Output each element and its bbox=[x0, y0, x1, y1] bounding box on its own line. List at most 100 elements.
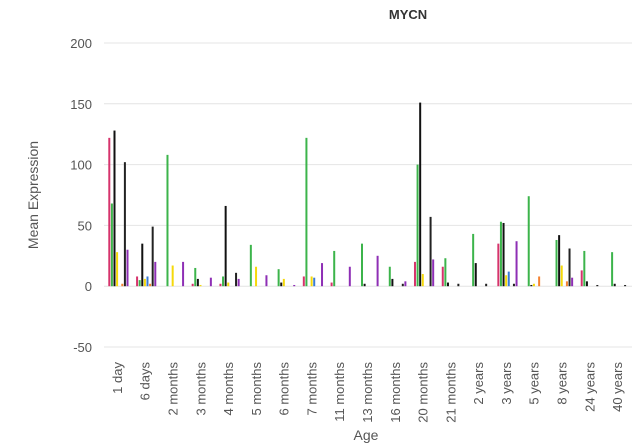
bar bbox=[224, 205, 227, 287]
bar bbox=[293, 284, 296, 287]
bar bbox=[280, 282, 283, 287]
bar bbox=[222, 276, 225, 287]
x-tick-label: 2 months bbox=[165, 362, 180, 416]
bar bbox=[611, 252, 614, 287]
bar bbox=[565, 281, 568, 287]
x-tick-label: 5 years bbox=[527, 362, 542, 405]
bar bbox=[136, 276, 139, 287]
bar bbox=[196, 278, 199, 287]
bar bbox=[249, 244, 252, 287]
bar bbox=[166, 154, 169, 287]
bar bbox=[388, 266, 391, 287]
bar bbox=[485, 283, 488, 287]
bar bbox=[191, 283, 194, 287]
bar bbox=[624, 284, 627, 287]
x-tick-label: 40 years bbox=[610, 362, 625, 412]
bar bbox=[421, 274, 424, 287]
bar bbox=[502, 222, 505, 287]
bar bbox=[265, 275, 268, 287]
x-tick-label: 11 months bbox=[332, 362, 347, 422]
bar bbox=[457, 283, 460, 287]
bar bbox=[209, 277, 212, 287]
y-tick-label: 50 bbox=[78, 218, 92, 233]
bar bbox=[532, 283, 535, 287]
x-tick-label: 20 months bbox=[416, 362, 431, 423]
bar bbox=[401, 283, 404, 287]
x-tick-label: 16 months bbox=[388, 362, 403, 423]
bar bbox=[116, 252, 119, 287]
bar bbox=[613, 283, 616, 287]
bar bbox=[171, 265, 174, 287]
bar bbox=[154, 261, 157, 287]
x-tick-label: 1 day bbox=[110, 362, 125, 394]
bar bbox=[555, 239, 558, 287]
bar bbox=[219, 283, 222, 287]
bar bbox=[419, 102, 422, 287]
x-axis-label: Age bbox=[354, 427, 379, 443]
bar bbox=[199, 284, 202, 287]
bar bbox=[143, 278, 146, 287]
bar bbox=[413, 261, 416, 287]
bar bbox=[321, 263, 324, 287]
bar bbox=[527, 196, 530, 287]
bar bbox=[580, 270, 583, 287]
bar bbox=[474, 263, 477, 287]
bar bbox=[432, 259, 435, 287]
bar bbox=[585, 281, 588, 287]
y-tick-label: 100 bbox=[70, 158, 92, 173]
bar bbox=[237, 278, 240, 287]
bar bbox=[302, 276, 305, 287]
bar bbox=[138, 280, 141, 287]
bar bbox=[444, 258, 447, 287]
bar bbox=[121, 283, 124, 287]
bar bbox=[348, 266, 351, 287]
x-tick-label: 21 months bbox=[443, 362, 458, 423]
bar bbox=[146, 276, 149, 287]
bar bbox=[538, 276, 541, 287]
bar bbox=[472, 233, 475, 287]
x-tick-label: 13 months bbox=[360, 362, 375, 423]
bar bbox=[313, 277, 316, 287]
bar bbox=[108, 137, 111, 287]
bar bbox=[333, 250, 336, 287]
bar bbox=[376, 255, 379, 287]
bar bbox=[113, 130, 116, 287]
x-tick-label: 7 months bbox=[304, 362, 319, 416]
y-tick-label: 0 bbox=[85, 279, 92, 294]
bar bbox=[110, 203, 113, 287]
bar bbox=[235, 272, 238, 287]
bar bbox=[141, 243, 144, 287]
y-tick-label: 150 bbox=[70, 97, 92, 112]
y-tick-label: 200 bbox=[70, 36, 92, 51]
bar bbox=[596, 284, 599, 287]
x-tick-label: 4 months bbox=[221, 362, 236, 416]
y-axis-label: Mean Expression bbox=[25, 141, 41, 249]
bar bbox=[560, 265, 563, 287]
y-tick-label: -50 bbox=[73, 340, 92, 355]
bar bbox=[416, 164, 419, 287]
x-tick-label: 3 years bbox=[499, 362, 514, 405]
bar bbox=[305, 137, 308, 287]
bar bbox=[182, 261, 185, 287]
x-tick-label: 2 years bbox=[471, 362, 486, 405]
x-tick-label: 24 years bbox=[582, 362, 597, 412]
chart-title: MYCN bbox=[389, 7, 427, 22]
bar bbox=[583, 250, 586, 287]
bar bbox=[507, 271, 510, 287]
bar bbox=[310, 276, 313, 287]
bar bbox=[505, 275, 508, 287]
bar bbox=[363, 283, 366, 287]
bar bbox=[126, 249, 129, 287]
x-tick-label: 6 days bbox=[138, 362, 153, 401]
bar bbox=[441, 266, 444, 287]
x-tick-label: 3 months bbox=[193, 362, 208, 416]
bar bbox=[429, 216, 432, 287]
bar bbox=[123, 162, 126, 287]
bar bbox=[282, 278, 285, 287]
bar bbox=[404, 281, 407, 287]
bar bbox=[194, 267, 197, 287]
bar bbox=[277, 269, 280, 287]
bar bbox=[255, 266, 258, 287]
bar bbox=[515, 241, 518, 287]
